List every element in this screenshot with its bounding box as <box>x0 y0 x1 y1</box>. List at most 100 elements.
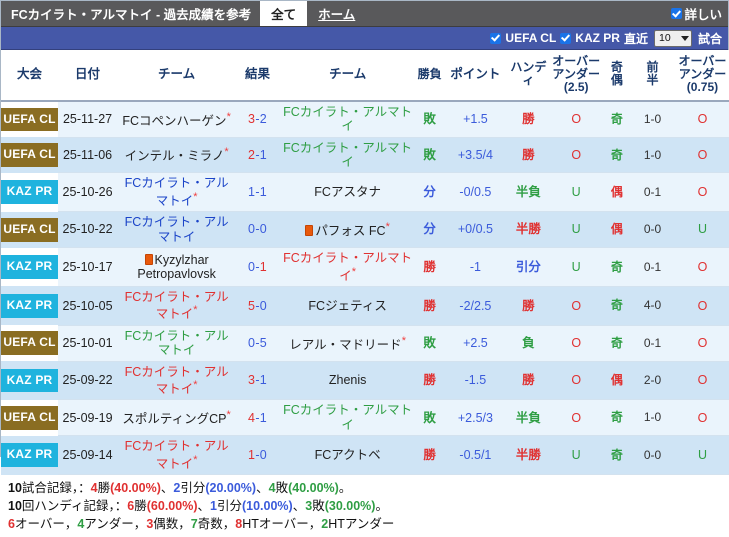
summary-segment: 6 <box>127 498 135 513</box>
kaz-pr-filter-label: KAZ PR <box>575 31 620 45</box>
ht-over-under-cell: U <box>674 211 729 249</box>
summary-segment: (40.00%) <box>288 481 339 496</box>
away-team[interactable]: FCジェティス <box>278 286 417 326</box>
league-badge: UEFA CL <box>1 331 59 356</box>
col-ht-over-under[interactable]: オーバー アンダー (0.75) <box>674 50 729 102</box>
tab-all[interactable]: 全て <box>260 1 308 26</box>
home-marker-icon: * <box>193 453 198 466</box>
table-row[interactable]: UEFA CL 25-11-27 FCコペンハーゲン* 3-2 FCカイラト・アルマトイ… <box>1 100 729 138</box>
away-team[interactable]: FCカイラト・アルマトイ <box>278 137 417 174</box>
result-cell: 敗 <box>416 399 443 437</box>
score-cell[interactable]: 2-1 <box>236 137 279 174</box>
table-row[interactable]: KAZ PR 25-10-26 FCカイラト・アルマトイ* 1-1 FCアスタナ 分 -0/… <box>1 172 729 213</box>
handicap-result: 半負 <box>515 185 541 200</box>
away-team[interactable]: FCカイラト・アルマトイ <box>278 399 417 437</box>
score-home: 1 <box>248 185 256 200</box>
away-team[interactable]: Zhenis <box>278 361 417 401</box>
match-date-cell: 25-09-14 <box>58 435 118 476</box>
league-cell[interactable]: KAZ PR <box>1 286 59 326</box>
away-team[interactable]: FCカイラト・アルマトイ* <box>278 247 417 287</box>
col-points[interactable]: ポイント <box>442 50 508 102</box>
league-cell[interactable]: UEFA CL <box>1 211 59 248</box>
away-team[interactable]: FCアスタナ <box>278 172 417 213</box>
away-team[interactable]: FCアクトベ <box>278 435 417 476</box>
col-home-team[interactable]: チーム <box>117 50 237 102</box>
table-row[interactable]: KAZ PR 25-10-05 FCカイラト・アルマトイ* 5-0 FCジェティス 勝 -2… <box>1 286 729 326</box>
ht-over-under-indicator: O <box>697 112 708 127</box>
top-bar-spacer <box>366 1 671 26</box>
table-row[interactable]: UEFA CL 25-11-06 インテル・ミラノ* 2-1 FCカイラト・アルマトイ敗… <box>1 137 729 174</box>
table-row[interactable]: KAZ PR 25-09-22 FCカイラト・アルマトイ* 3-1 Zhenis 勝 -1.… <box>1 361 729 401</box>
league-cell[interactable]: KAZ PR <box>1 172 59 212</box>
home-marker-icon: * <box>226 409 231 422</box>
league-cell[interactable]: UEFA CL <box>1 325 59 362</box>
summary-segment: 2 <box>173 481 181 496</box>
away-team-label: FCカイラト・アルマトイ <box>283 104 413 134</box>
league-cell[interactable]: KAZ PR <box>1 361 59 400</box>
detail-checkbox-icon[interactable] <box>671 8 683 19</box>
detail-toggle[interactable]: 詳しい <box>671 1 728 26</box>
col-away-team[interactable]: チーム <box>278 50 417 102</box>
kaz-pr-checkbox-icon[interactable] <box>560 32 572 44</box>
home-team[interactable]: FCコペンハーゲン* <box>117 100 237 138</box>
score-cell[interactable]: 0-0 <box>236 211 279 249</box>
home-team[interactable]: FCカイラト・アルマトイ* <box>117 172 237 213</box>
handicap-cell: 半勝 <box>507 435 549 476</box>
tab-home[interactable]: ホーム <box>318 8 356 22</box>
home-team[interactable]: FCカイラト・アルマトイ* <box>117 361 237 401</box>
away-team[interactable]: パフォス FC* <box>278 211 417 249</box>
home-team[interactable]: FCカイラト・アルマトイ* <box>117 286 237 326</box>
league-badge: KAZ PR <box>1 255 59 279</box>
table-row[interactable]: UEFA CL 25-09-19 スポルティングCP* 4-1 FCカイラト・アルマトイ… <box>1 399 729 437</box>
home-team[interactable]: Kyzylzhar Petropavlovsk <box>117 247 237 287</box>
over-under-indicator: U <box>571 222 581 237</box>
table-row[interactable]: KAZ PR 25-09-14 FCカイラト・アルマトイ* 1-0 FCアクトベ 勝 -0.… <box>1 435 729 476</box>
col-wdl[interactable]: 勝負 <box>416 50 443 102</box>
score-cell[interactable]: 1-0 <box>236 435 279 476</box>
col-result[interactable]: 結果 <box>236 50 279 102</box>
over-under-cell: O <box>548 100 604 138</box>
col-date[interactable]: 日付 <box>58 50 118 102</box>
col-odd-even[interactable]: 奇 偶 <box>603 50 631 102</box>
summary-segment: 3 <box>305 498 313 513</box>
ht-over-under-cell: U <box>674 435 729 476</box>
red-card-icon <box>144 253 153 265</box>
score-cell[interactable]: 0-5 <box>236 325 279 362</box>
col-handicap[interactable]: ハンディ <box>507 50 549 102</box>
col-htou-line3: (0.75) <box>686 79 719 94</box>
home-team[interactable]: FCカイラト・アルマトイ* <box>117 435 237 476</box>
home-team[interactable]: スポルティングCP* <box>117 399 237 437</box>
over-under-cell: O <box>548 399 604 437</box>
table-row[interactable]: KAZ PR 25-10-17 Kyzylzhar Petropavlovsk 0-1… <box>1 247 729 287</box>
home-team[interactable]: FCカイラト・アルマトイ <box>117 325 237 362</box>
away-team[interactable]: FCカイラト・アルマトイ <box>278 100 417 138</box>
league-cell[interactable]: KAZ PR <box>1 435 59 475</box>
col-league[interactable]: 大会 <box>1 50 59 102</box>
score-cell[interactable]: 3-2 <box>236 100 279 138</box>
table-row[interactable]: UEFA CL 25-10-01 FCカイラト・アルマトイ 0-5 レアル・マドリード*… <box>1 325 729 362</box>
home-team[interactable]: インテル・ミラノ* <box>117 137 237 174</box>
league-cell[interactable]: UEFA CL <box>1 100 59 138</box>
league-badge: KAZ PR <box>1 443 59 468</box>
score-cell[interactable]: 4-1 <box>236 399 279 437</box>
summary-segment: 、 <box>292 498 306 513</box>
ht-over-under-cell: O <box>674 137 729 174</box>
away-team[interactable]: レアル・マドリード* <box>278 325 417 362</box>
score-cell[interactable]: 5-0 <box>236 286 279 326</box>
score-cell[interactable]: 1-1 <box>236 172 279 213</box>
score-cell[interactable]: 0-1 <box>236 247 279 287</box>
league-cell[interactable]: KAZ PR <box>1 247 59 287</box>
league-cell[interactable]: UEFA CL <box>1 137 59 173</box>
ht-over-under-cell: O <box>674 247 729 287</box>
table-row[interactable]: UEFA CL 25-10-22 FCカイラト・アルマトイ 0-0 パフォス FC* 分 +… <box>1 211 729 249</box>
match-date: 25-09-19 <box>62 410 113 425</box>
odd-even-cell: 奇 <box>603 247 631 287</box>
home-team[interactable]: FCカイラト・アルマトイ <box>117 211 237 249</box>
first-half-cell: 0-0 <box>630 211 675 249</box>
match-count-select[interactable]: 10 <box>653 29 692 47</box>
league-cell[interactable]: UEFA CL <box>1 399 59 436</box>
score-cell[interactable]: 3-1 <box>236 361 279 401</box>
uefa-cl-checkbox-icon[interactable] <box>490 32 502 44</box>
col-first-half[interactable]: 前 半 <box>630 50 675 102</box>
col-over-under[interactable]: オーバー アンダー (2.5) <box>548 50 604 102</box>
